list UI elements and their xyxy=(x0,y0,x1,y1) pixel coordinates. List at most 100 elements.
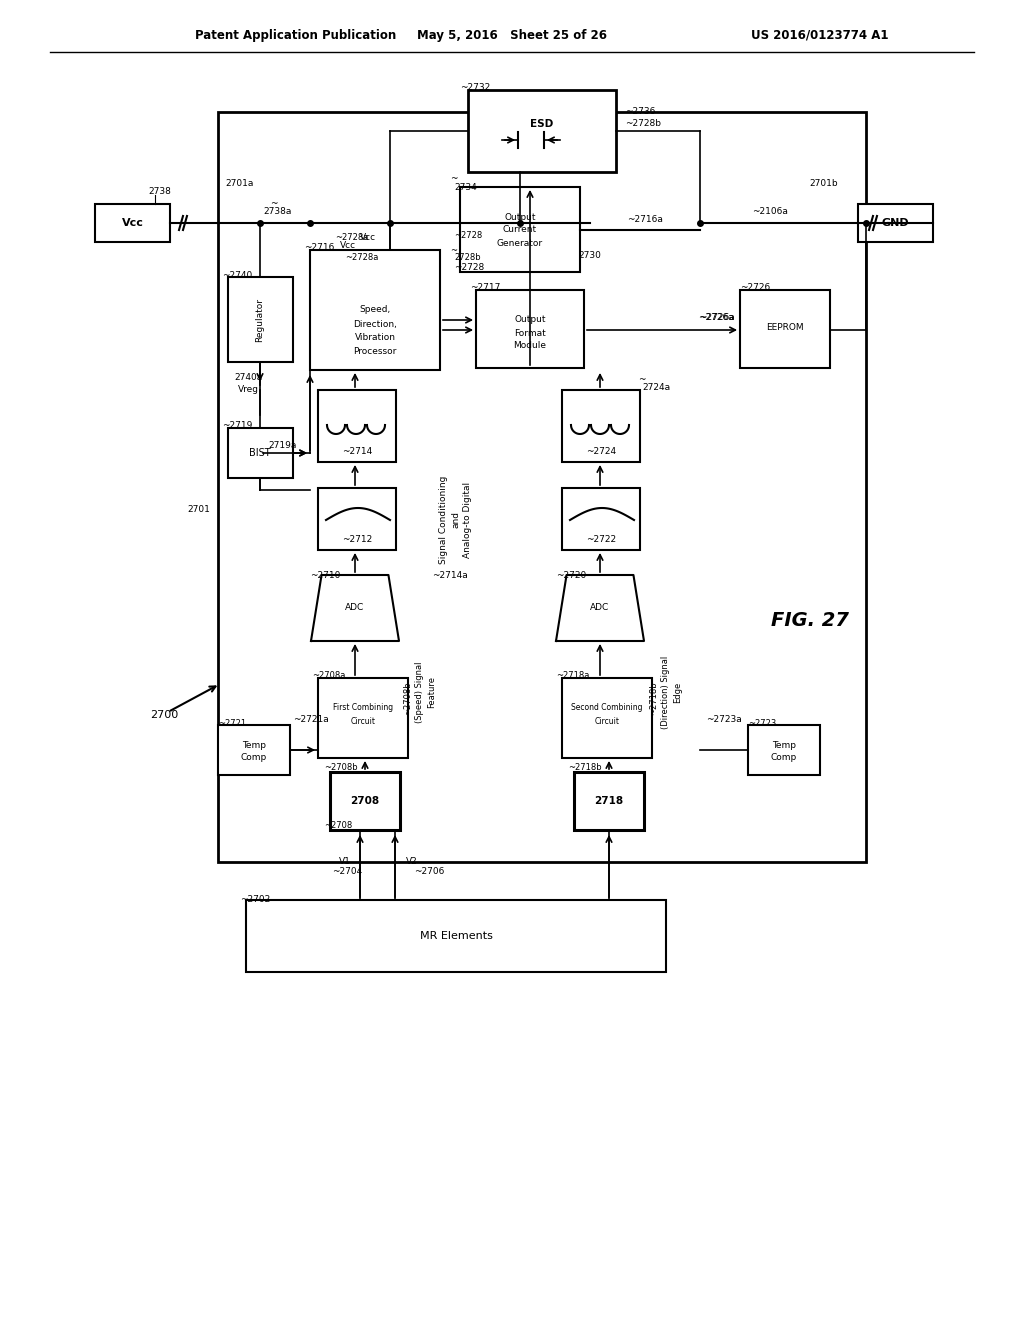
Text: ADC: ADC xyxy=(345,603,365,612)
Text: ~2718b: ~2718b xyxy=(649,681,658,715)
Text: V1: V1 xyxy=(339,858,351,866)
Text: Output: Output xyxy=(504,213,536,222)
Text: First Combining: First Combining xyxy=(333,704,393,713)
Text: ~2714: ~2714 xyxy=(342,447,372,455)
Text: ~2106a: ~2106a xyxy=(752,207,787,216)
FancyBboxPatch shape xyxy=(228,428,293,478)
Text: ~2721a: ~2721a xyxy=(293,715,329,725)
Text: V2: V2 xyxy=(407,858,418,866)
Text: ~2704: ~2704 xyxy=(332,866,362,875)
Text: ~2728b: ~2728b xyxy=(625,120,662,128)
FancyBboxPatch shape xyxy=(562,389,640,462)
Text: ~2718b: ~2718b xyxy=(568,763,602,772)
Text: Speed,: Speed, xyxy=(359,305,390,314)
Text: ~2728: ~2728 xyxy=(454,263,484,272)
FancyBboxPatch shape xyxy=(95,205,170,242)
Text: 2700: 2700 xyxy=(150,710,178,719)
Text: Analog-to Digital: Analog-to Digital xyxy=(464,482,472,558)
Text: ~2723a: ~2723a xyxy=(707,715,742,725)
FancyBboxPatch shape xyxy=(460,187,580,272)
FancyBboxPatch shape xyxy=(246,900,666,972)
Text: ESD: ESD xyxy=(530,119,554,129)
Text: ~2721: ~2721 xyxy=(218,719,246,729)
Text: Direction,: Direction, xyxy=(353,319,397,329)
Text: ~2702: ~2702 xyxy=(240,895,270,904)
Text: ~: ~ xyxy=(638,375,645,384)
Text: Vcc: Vcc xyxy=(360,234,376,243)
Text: Circuit: Circuit xyxy=(595,717,620,726)
FancyBboxPatch shape xyxy=(468,90,616,172)
Text: Generator: Generator xyxy=(497,239,543,248)
Text: ~2724: ~2724 xyxy=(586,447,616,455)
Text: ~2716: ~2716 xyxy=(304,243,335,252)
Text: ~2714a: ~2714a xyxy=(432,570,468,579)
Text: Vcc: Vcc xyxy=(340,242,356,251)
FancyBboxPatch shape xyxy=(562,678,652,758)
Text: Module: Module xyxy=(513,342,547,351)
FancyBboxPatch shape xyxy=(218,112,866,862)
FancyBboxPatch shape xyxy=(476,290,584,368)
Text: 2728b: 2728b xyxy=(454,253,480,263)
Text: 2701a: 2701a xyxy=(225,180,253,189)
Text: ~2726a: ~2726a xyxy=(699,313,735,322)
FancyBboxPatch shape xyxy=(318,488,396,550)
Text: ~2736: ~2736 xyxy=(625,107,655,116)
Text: ~2726a: ~2726a xyxy=(698,313,734,322)
Text: Circuit: Circuit xyxy=(350,717,376,726)
FancyBboxPatch shape xyxy=(330,772,400,830)
FancyBboxPatch shape xyxy=(574,772,644,830)
FancyBboxPatch shape xyxy=(740,290,830,368)
Text: (Speed) Signal: (Speed) Signal xyxy=(416,661,425,723)
Text: (Direction) Signal: (Direction) Signal xyxy=(662,655,671,729)
Text: Format: Format xyxy=(514,329,546,338)
Text: Second Combining: Second Combining xyxy=(571,704,643,713)
Text: ~2723: ~2723 xyxy=(748,719,776,729)
Text: Feature: Feature xyxy=(427,676,436,708)
Text: ~2718a: ~2718a xyxy=(556,672,590,681)
FancyBboxPatch shape xyxy=(310,249,440,370)
Text: ~: ~ xyxy=(270,199,278,209)
Text: 2719a: 2719a xyxy=(268,441,296,450)
Text: ~2708a: ~2708a xyxy=(312,672,345,681)
Text: 2701b: 2701b xyxy=(809,180,838,189)
Text: ~2708b: ~2708b xyxy=(324,763,357,772)
Text: 2734: 2734 xyxy=(454,182,477,191)
Text: ~2710: ~2710 xyxy=(310,570,340,579)
Text: Temp: Temp xyxy=(242,741,266,750)
Text: ~: ~ xyxy=(450,174,458,183)
Text: Vreg: Vreg xyxy=(238,384,258,393)
Text: BIST: BIST xyxy=(249,447,270,458)
Text: US 2016/0123774 A1: US 2016/0123774 A1 xyxy=(752,29,889,41)
Text: 2740a: 2740a xyxy=(233,372,262,381)
Text: FIG. 27: FIG. 27 xyxy=(771,610,849,630)
Text: ~2706: ~2706 xyxy=(414,866,444,875)
Text: ~2728a: ~2728a xyxy=(335,234,369,243)
Text: Vibration: Vibration xyxy=(354,334,395,342)
Text: ~2728a: ~2728a xyxy=(345,253,379,263)
Text: ~2708: ~2708 xyxy=(324,821,352,830)
Text: EEPROM: EEPROM xyxy=(766,322,804,331)
FancyBboxPatch shape xyxy=(748,725,820,775)
Text: MR Elements: MR Elements xyxy=(420,931,493,941)
FancyBboxPatch shape xyxy=(218,725,290,775)
FancyBboxPatch shape xyxy=(858,205,933,242)
Text: Output: Output xyxy=(514,315,546,325)
FancyBboxPatch shape xyxy=(318,678,408,758)
Text: May 5, 2016   Sheet 25 of 26: May 5, 2016 Sheet 25 of 26 xyxy=(417,29,607,41)
Text: ~2740: ~2740 xyxy=(222,271,252,280)
Text: ~2728: ~2728 xyxy=(454,231,482,239)
Text: ~2716a: ~2716a xyxy=(627,215,663,224)
FancyBboxPatch shape xyxy=(318,389,396,462)
Text: GND: GND xyxy=(882,218,909,228)
Text: ~2712: ~2712 xyxy=(342,535,372,544)
Text: ~2708b: ~2708b xyxy=(403,681,413,715)
Text: 2738: 2738 xyxy=(148,187,171,197)
Text: ~2726: ~2726 xyxy=(740,284,770,293)
Text: Vcc: Vcc xyxy=(122,218,144,228)
Text: ~2719: ~2719 xyxy=(222,421,252,429)
Text: and: and xyxy=(452,511,461,528)
Text: ADC: ADC xyxy=(591,603,609,612)
Text: 2724a: 2724a xyxy=(642,383,670,392)
Text: Processor: Processor xyxy=(353,347,396,356)
Text: Comp: Comp xyxy=(241,754,267,763)
